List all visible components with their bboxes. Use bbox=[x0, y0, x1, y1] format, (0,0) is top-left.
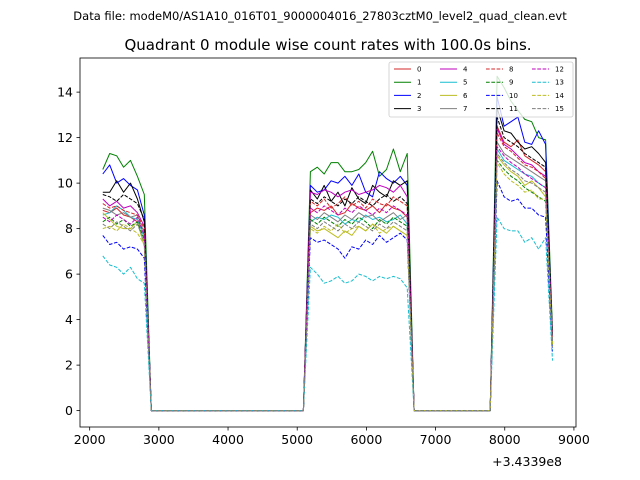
series-line-14 bbox=[102, 162, 553, 412]
y-tick-label-2: 2 bbox=[65, 358, 73, 373]
legend-label-6: 6 bbox=[463, 92, 468, 100]
legend-label-9: 9 bbox=[509, 79, 513, 87]
legend-box bbox=[388, 61, 574, 118]
x-tick-label-8000: 8000 bbox=[489, 432, 521, 447]
legend-label-13: 13 bbox=[555, 79, 564, 87]
legend-label-8: 8 bbox=[509, 66, 513, 74]
x-offset-label: +3.4339e8 bbox=[492, 454, 562, 469]
legend-label-2: 2 bbox=[417, 92, 421, 100]
x-tick-label-9000: 9000 bbox=[558, 432, 590, 447]
legend-label-15: 15 bbox=[555, 105, 564, 113]
x-tick-label-4000: 4000 bbox=[212, 432, 244, 447]
y-tick-label-14: 14 bbox=[57, 85, 73, 100]
legend-label-11: 11 bbox=[509, 105, 518, 113]
y-tick-label-4: 4 bbox=[65, 312, 73, 327]
x-tick-label-5000: 5000 bbox=[281, 432, 313, 447]
legend-label-12: 12 bbox=[555, 66, 564, 74]
plot-area: 2000 3000 4000 5000 6000 7000 8000 900002468101… bbox=[57, 57, 590, 447]
chart-suptitle: Data file: modeM0/AS1A10_016T01_90000040… bbox=[73, 9, 567, 23]
x-tick-label-6000: 6000 bbox=[350, 432, 382, 447]
x-tick-label-3000: 3000 bbox=[143, 432, 175, 447]
legend-label-10: 10 bbox=[509, 92, 518, 100]
legend-label-0: 0 bbox=[417, 66, 421, 74]
chart-title: Quadrant 0 module wise count rates with … bbox=[124, 36, 531, 54]
y-tick-label-6: 6 bbox=[65, 267, 73, 282]
legend-label-1: 1 bbox=[417, 79, 421, 87]
legend-label-14: 14 bbox=[555, 92, 564, 100]
y-tick-label-12: 12 bbox=[57, 130, 73, 145]
legend-label-7: 7 bbox=[463, 105, 467, 113]
y-tick-label-0: 0 bbox=[65, 403, 73, 418]
legend-label-5: 5 bbox=[463, 79, 467, 87]
legend-label-3: 3 bbox=[417, 105, 421, 113]
x-tick-label-2000: 2000 bbox=[74, 432, 106, 447]
x-tick-label-7000: 7000 bbox=[420, 432, 452, 447]
y-tick-label-8: 8 bbox=[65, 221, 73, 236]
axes-frame bbox=[79, 57, 577, 428]
y-tick-label-10: 10 bbox=[57, 176, 73, 191]
legend-label-4: 4 bbox=[463, 66, 468, 74]
